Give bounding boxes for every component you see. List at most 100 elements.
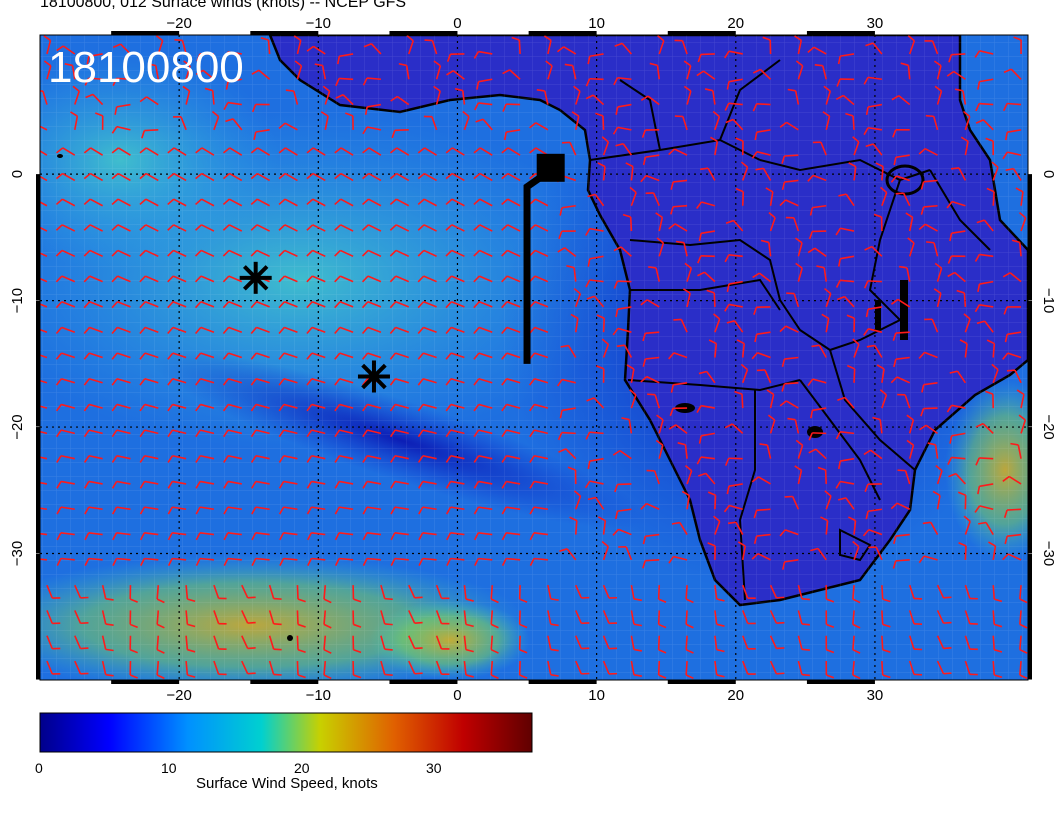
wind-barb — [111, 125, 131, 134]
wind-barb — [278, 429, 298, 438]
wind-barb — [921, 382, 938, 393]
wind-barb — [361, 326, 382, 334]
axis-bar-segment — [528, 31, 597, 35]
wind-barb — [724, 50, 743, 59]
wind-barb — [473, 198, 493, 207]
wind-barb — [251, 532, 270, 541]
wind-barb — [501, 352, 521, 360]
wind-barb — [167, 429, 187, 438]
wind-barb — [195, 403, 215, 412]
wind-barb — [167, 301, 187, 309]
wind-barb — [807, 378, 827, 387]
wind-barb — [445, 224, 465, 232]
wind-barb — [417, 301, 437, 309]
wind-barb — [824, 490, 832, 510]
wind-barb — [723, 504, 743, 513]
wind-barb — [306, 224, 326, 232]
wind-barb — [501, 429, 521, 438]
wind-barb — [1019, 660, 1028, 680]
wind-barb — [334, 532, 354, 541]
station-box-marker — [536, 153, 565, 182]
wind-barb — [674, 115, 688, 131]
wind-barb — [445, 275, 465, 283]
wind-barb — [278, 377, 298, 386]
wind-barb — [445, 147, 465, 156]
wind-barb — [398, 62, 410, 80]
wind-barb — [974, 253, 994, 262]
wind-barb — [511, 36, 521, 55]
wind-barb — [991, 161, 999, 181]
wind-barb — [111, 480, 131, 489]
wind-barb — [156, 660, 165, 680]
lon-tick-label-bottom: 30 — [867, 687, 884, 704]
wind-barb — [167, 147, 187, 156]
wind-barb — [736, 339, 746, 358]
wind-barb — [698, 472, 716, 485]
wind-barb — [601, 338, 610, 358]
wind-barb — [40, 277, 48, 283]
wind-barb — [985, 390, 995, 409]
wind-barb — [111, 224, 131, 232]
wind-barb — [56, 454, 75, 463]
wind-barb — [906, 439, 915, 459]
wind-barb — [918, 555, 938, 564]
wind-barb — [864, 245, 883, 257]
wind-barb — [587, 53, 604, 65]
wind-barb — [614, 42, 633, 55]
colorbar-tick: 0 — [35, 760, 43, 776]
wind-barb — [947, 255, 966, 264]
wind-barb — [195, 532, 215, 541]
wind-barb — [55, 326, 76, 334]
wind-barb — [518, 610, 528, 629]
wind-barb — [334, 326, 354, 334]
wind-barb — [734, 390, 744, 409]
wind-barb — [167, 275, 187, 283]
wind-barb — [561, 141, 577, 156]
wind-barb — [767, 414, 776, 434]
axis-bar-segment — [1028, 174, 1032, 301]
wind-barb — [892, 129, 910, 138]
lon-tick-label-top: 30 — [867, 15, 884, 32]
wind-barb — [390, 557, 409, 567]
wind-barb — [194, 249, 215, 258]
wind-barb — [529, 557, 548, 567]
wind-barb — [213, 635, 227, 650]
wind-barb — [334, 557, 354, 567]
wind-barb — [529, 122, 549, 131]
wind-barb — [602, 635, 618, 650]
wind-barb — [195, 480, 215, 489]
wind-barb — [586, 397, 605, 409]
wind-barb — [278, 275, 298, 283]
wind-barb — [417, 326, 437, 334]
wind-barb — [334, 480, 354, 489]
wind-barb — [787, 88, 800, 105]
wind-barb — [891, 298, 911, 308]
wind-barb — [1011, 239, 1022, 257]
wind-barb — [976, 320, 994, 333]
wind-barb — [250, 198, 270, 207]
wind-barb — [948, 472, 966, 485]
wind-barb — [473, 480, 493, 489]
wind-barb — [992, 610, 1003, 628]
wind-barb — [334, 454, 354, 463]
wind-barb — [681, 490, 691, 510]
wind-barb — [101, 660, 114, 677]
wind-barb — [814, 64, 828, 80]
wind-barb — [278, 403, 298, 412]
lon-tick-label-top: −10 — [306, 15, 331, 32]
wind-barb — [139, 224, 159, 232]
wind-barb — [835, 227, 855, 236]
wind-barb — [908, 610, 923, 625]
wind-barb — [70, 111, 79, 130]
wind-barb — [585, 77, 604, 87]
asterisk-marker — [239, 261, 272, 294]
wind-barb — [390, 480, 409, 489]
wind-barb — [668, 555, 688, 564]
wind-barb — [83, 429, 103, 438]
wind-barb — [278, 147, 298, 156]
wind-barb — [195, 147, 215, 156]
wind-barb — [794, 465, 803, 485]
wind-barb — [84, 480, 103, 489]
wind-barb — [391, 129, 409, 139]
wind-barb — [642, 154, 660, 166]
